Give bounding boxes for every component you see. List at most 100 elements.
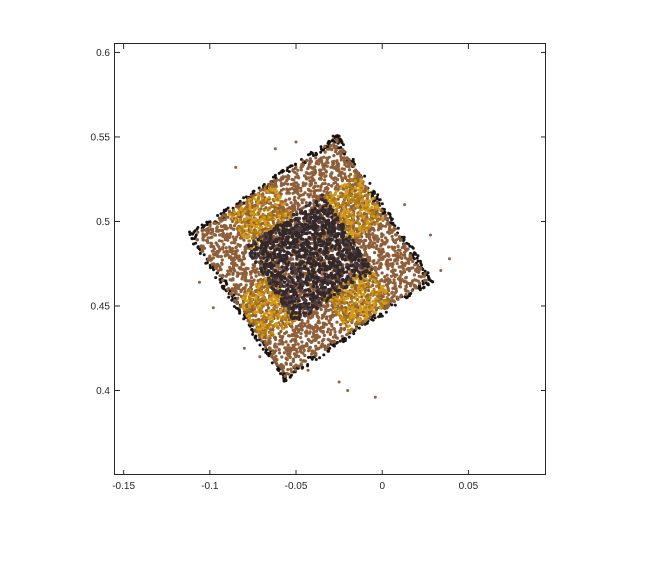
data-point	[352, 332, 356, 336]
data-point	[377, 258, 381, 262]
data-point	[409, 255, 413, 259]
data-point	[403, 287, 407, 291]
data-point	[323, 344, 327, 348]
data-point	[212, 268, 216, 272]
data-point	[356, 171, 360, 175]
data-point	[253, 334, 257, 338]
data-point	[367, 236, 371, 240]
data-point	[336, 178, 340, 182]
data-point	[292, 365, 296, 369]
data-point	[347, 196, 350, 199]
data-point	[202, 234, 206, 238]
data-point	[256, 196, 260, 199]
data-point	[345, 228, 349, 232]
data-point	[337, 162, 341, 166]
data-point	[368, 256, 372, 260]
data-point	[291, 348, 295, 352]
data-point	[272, 356, 276, 360]
data-point	[235, 263, 239, 267]
data-point	[301, 206, 305, 210]
data-point	[236, 226, 240, 230]
data-point	[208, 224, 212, 228]
data-point	[385, 295, 389, 299]
data-point	[340, 334, 344, 338]
data-point	[256, 279, 260, 283]
data-point	[265, 342, 269, 347]
data-point	[269, 187, 273, 191]
data-point	[362, 238, 367, 243]
data-point	[238, 217, 242, 221]
data-point	[373, 251, 377, 255]
data-point	[403, 250, 407, 254]
data-point	[367, 282, 371, 286]
data-point	[257, 283, 261, 287]
data-point	[339, 212, 343, 216]
data-point	[388, 262, 392, 266]
data-point	[324, 307, 328, 311]
data-point	[194, 235, 197, 239]
data-point	[258, 343, 262, 347]
data-point	[224, 209, 227, 213]
data-point	[263, 187, 267, 191]
data-point	[216, 229, 220, 233]
data-point	[305, 177, 309, 181]
data-point	[277, 171, 281, 175]
data-point	[221, 247, 225, 251]
data-point	[326, 337, 330, 341]
data-point	[275, 294, 279, 298]
data-point	[244, 299, 248, 303]
data-point	[281, 206, 285, 210]
data-point	[394, 233, 398, 237]
data-point	[356, 188, 360, 192]
data-point	[291, 357, 295, 361]
data-point	[314, 153, 318, 157]
data-point	[345, 218, 349, 221]
data-point	[227, 213, 231, 216]
data-point	[241, 212, 245, 216]
data-point	[278, 220, 282, 224]
data-point	[243, 290, 247, 294]
data-point	[339, 204, 343, 208]
data-point	[238, 311, 242, 315]
data-point	[239, 282, 243, 287]
data-point	[371, 196, 375, 200]
data-point	[331, 162, 335, 167]
data-point	[271, 328, 275, 332]
data-point	[243, 286, 247, 290]
data-point	[375, 200, 379, 204]
data-point	[279, 372, 282, 376]
data-point	[249, 276, 254, 280]
data-point	[323, 305, 327, 309]
data-point	[346, 157, 350, 161]
data-point	[265, 224, 269, 228]
data-point	[367, 203, 371, 207]
data-point	[391, 253, 395, 257]
data-point	[395, 258, 399, 262]
data-point	[221, 278, 225, 282]
data-point	[368, 192, 372, 196]
data-point	[251, 279, 255, 283]
data-point	[307, 323, 312, 327]
data-point	[202, 253, 206, 257]
data-point	[351, 157, 355, 161]
data-point	[365, 308, 369, 312]
data-point	[332, 142, 336, 146]
data-point	[326, 327, 331, 331]
data-point	[271, 324, 275, 328]
data-point	[340, 140, 344, 144]
data-point	[330, 171, 334, 175]
data-point	[330, 184, 334, 188]
data-point	[397, 277, 402, 281]
data-point	[242, 196, 246, 200]
data-point	[257, 219, 261, 223]
data-point	[251, 322, 256, 326]
data-point	[260, 335, 264, 338]
data-point	[257, 199, 261, 203]
data-point	[388, 258, 393, 262]
data-point	[263, 229, 267, 233]
data-point	[321, 182, 325, 186]
data-point	[347, 168, 351, 172]
data-point	[232, 213, 236, 217]
data-point	[292, 178, 296, 182]
data-point	[241, 228, 245, 232]
